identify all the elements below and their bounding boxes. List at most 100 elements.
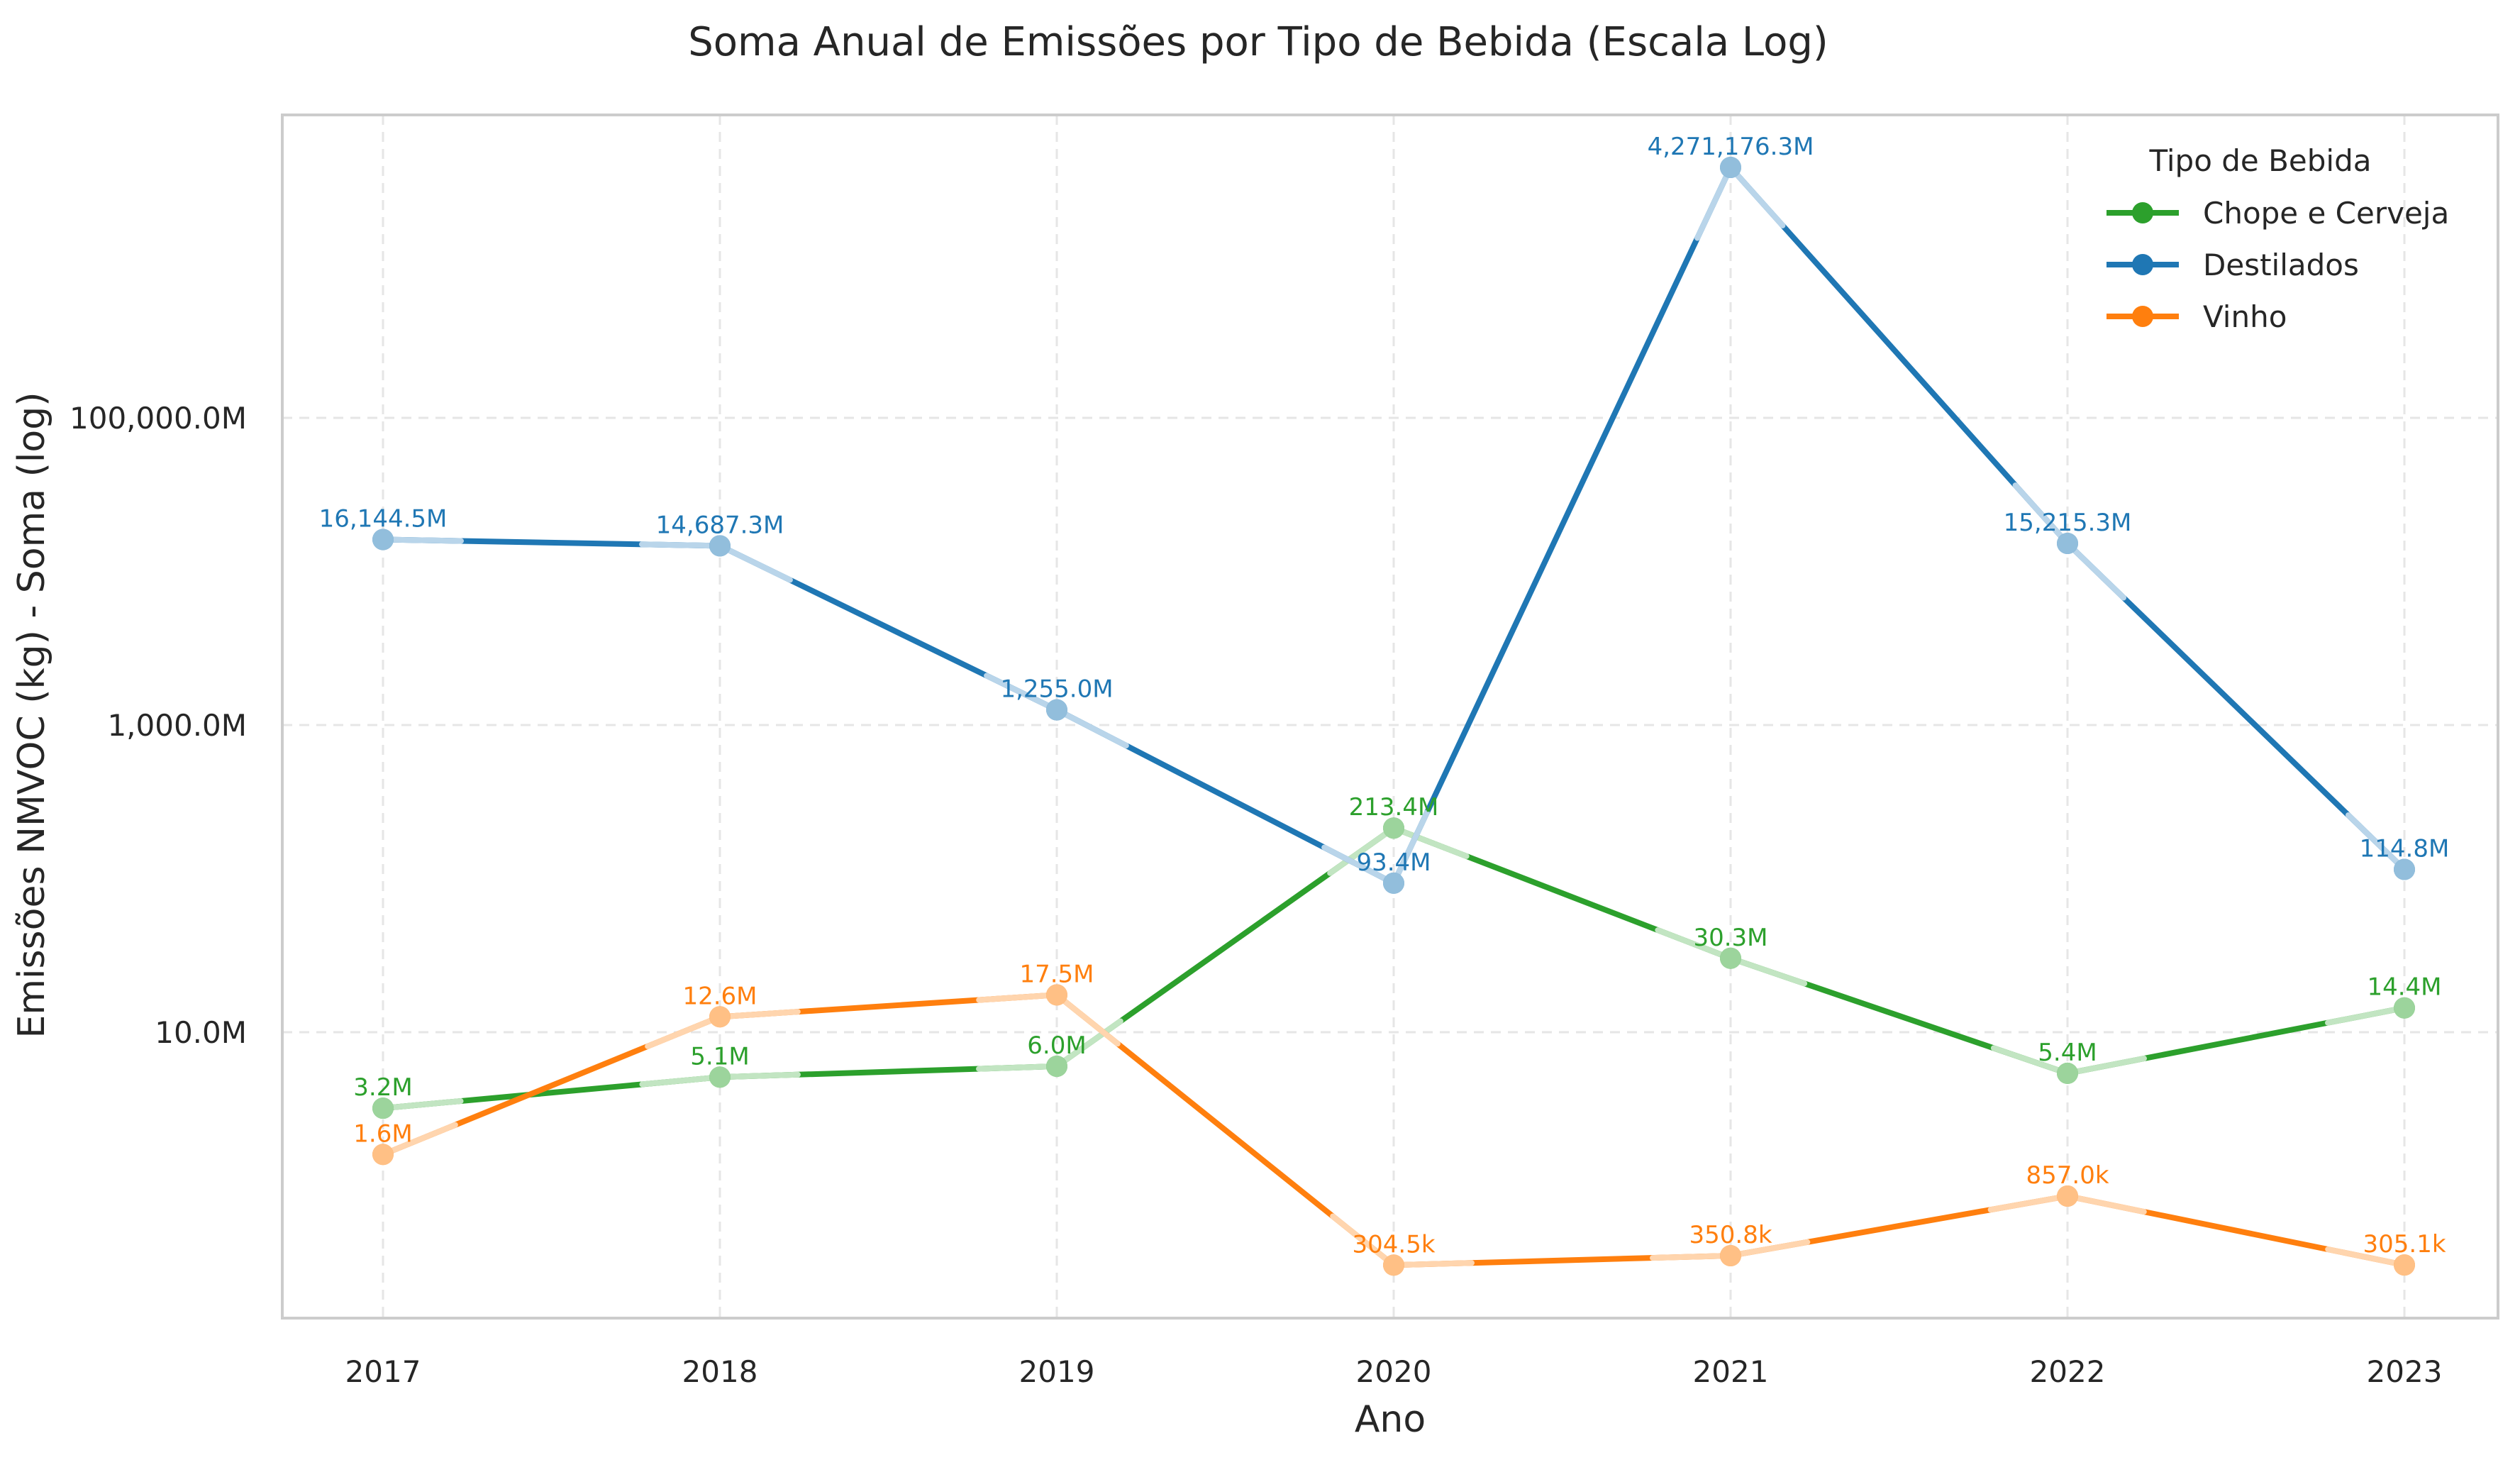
- data-point-highlight: [1046, 984, 1067, 1006]
- segment-highlight: [2012, 482, 2070, 547]
- segment-highlight: [984, 673, 1060, 713]
- segment-highlight: [380, 536, 464, 544]
- data-label: 857.0k: [2026, 1161, 2109, 1190]
- data-point-highlight: [709, 1066, 731, 1088]
- data-point-highlight: [1383, 1254, 1404, 1276]
- segment-highlight: [976, 992, 1060, 1003]
- x-tick-label: 2022: [2030, 1354, 2106, 1389]
- data-point-highlight: [1046, 699, 1067, 721]
- data-label: 114.8M: [2360, 835, 2450, 863]
- segment-highlight: [2065, 1055, 2147, 1076]
- data-label: 1,255.0M: [1000, 675, 1113, 704]
- data-point-highlight: [2394, 997, 2415, 1019]
- data-label: 16,144.5M: [319, 504, 448, 533]
- data-point-highlight: [1720, 1244, 1741, 1266]
- segment-highlight: [1054, 1018, 1123, 1070]
- x-tick-label: 2018: [682, 1354, 758, 1389]
- segment-highlight: [1694, 164, 1733, 241]
- data-label: 4,271,176.3M: [1648, 133, 1814, 161]
- data-label: 1.6M: [353, 1119, 412, 1148]
- segment-highlight: [639, 1074, 723, 1088]
- plot-frame: [281, 114, 2499, 1320]
- data-labels: 3.2M 5.1M 6.0M 213.4M 30.3M 5.4M 14.4M 16,144.5…: [319, 133, 2450, 1259]
- segment-highlight: [380, 1098, 464, 1112]
- segment-highlight: [717, 543, 793, 583]
- segment-highlight: [2325, 1005, 2407, 1026]
- segment-highlight: [1330, 1213, 1397, 1268]
- series-destilados: [372, 156, 2415, 894]
- segment-highlight: [976, 1063, 1060, 1072]
- segment-highlight: [717, 1009, 801, 1020]
- segment-highlight: [2065, 541, 2127, 601]
- chart-title: Soma Anual de Emissões por Tipo de Bebid…: [688, 19, 1828, 65]
- series-layer: [372, 156, 2415, 1276]
- segment-highlight: [717, 1071, 801, 1080]
- data-label: 12.6M: [682, 982, 757, 1010]
- segment-highlight: [1987, 1193, 2070, 1213]
- segment-highlight: [2345, 812, 2407, 873]
- data-label: 304.5k: [1352, 1230, 1435, 1259]
- segment-highlight: [380, 1122, 458, 1158]
- data-point-highlight: [1383, 872, 1404, 894]
- segment-highlight: [1054, 707, 1129, 748]
- data-label: 30.3M: [1693, 924, 1767, 952]
- data-point-highlight: [2394, 858, 2415, 880]
- segment-highlight: [1054, 992, 1121, 1047]
- legend-title: Tipo de Bebida: [2149, 143, 2372, 178]
- series-chope-e-cerveja: [372, 817, 2415, 1119]
- x-tick-label: 2021: [1693, 1354, 1769, 1389]
- data-point-highlight: [2057, 1062, 2078, 1084]
- data-label: 5.4M: [2038, 1039, 2097, 1067]
- data-label: 6.0M: [1027, 1032, 1086, 1060]
- segment-highlight: [1990, 1045, 2070, 1076]
- segment-highlight: [1728, 164, 1786, 228]
- segment-highlight: [645, 1014, 723, 1049]
- x-tick-label: 2020: [1356, 1354, 1432, 1389]
- legend-marker: [2132, 306, 2153, 327]
- x-tick-label: 2017: [345, 1354, 421, 1389]
- data-point-highlight: [1720, 947, 1741, 969]
- segment-highlight: [1391, 1260, 1475, 1268]
- data-point-highlight: [372, 529, 394, 551]
- series-vinho: [372, 984, 2415, 1276]
- data-point-highlight: [1046, 1056, 1067, 1078]
- legend-label: Destilados: [2203, 248, 2359, 282]
- data-point-highlight: [2057, 533, 2078, 555]
- x-tick-label: 2023: [2367, 1354, 2443, 1389]
- segment-highlight: [2325, 1246, 2407, 1268]
- data-label: 305.1k: [2363, 1230, 2446, 1259]
- data-label: 3.2M: [353, 1073, 412, 1102]
- data-point-highlight: [709, 535, 731, 557]
- data-label: 5.1M: [690, 1042, 749, 1071]
- y-tick-label: 10.0M: [155, 1015, 247, 1050]
- data-point-highlight: [709, 1006, 731, 1028]
- segment-highlight: [1728, 955, 1808, 987]
- data-label: 350.8k: [1689, 1221, 1772, 1249]
- data-point-highlight: [1383, 817, 1404, 839]
- segment-highlight: [1650, 1252, 1733, 1261]
- segment-highlight: [1655, 927, 1733, 961]
- data-point-highlight: [1720, 156, 1741, 178]
- axis-ticks: 2017 2018 2019 2020 2021 2022 2023 10.0M 1,000.0…: [70, 401, 2442, 1389]
- data-point-highlight: [372, 1097, 394, 1119]
- x-axis-label: Ano: [1355, 1398, 1426, 1441]
- data-point-highlight: [2057, 1185, 2078, 1207]
- x-tick-label: 2019: [1019, 1354, 1095, 1389]
- data-label: 17.5M: [1019, 960, 1094, 988]
- y-tick-label: 100,000.0M: [70, 401, 247, 436]
- legend-label: Vinho: [2203, 299, 2287, 334]
- segment-highlight: [1321, 844, 1397, 886]
- legend: Tipo de Bebida Chope e Cerveja Destilados…: [2107, 143, 2449, 334]
- segment-highlight: [1391, 825, 1470, 859]
- data-label: 14,687.3M: [656, 511, 784, 539]
- data-point-highlight: [2394, 1254, 2415, 1276]
- data-label: 14.4M: [2367, 973, 2441, 1002]
- legend-marker: [2132, 202, 2153, 223]
- data-label: 15,215.3M: [2004, 509, 2132, 537]
- data-label: 213.4M: [1349, 793, 1439, 822]
- data-label: 93.4M: [1356, 848, 1431, 877]
- segment-highlight: [639, 541, 723, 549]
- y-axis-label: Emissões NMVOC (kg) - Soma (log): [11, 392, 53, 1039]
